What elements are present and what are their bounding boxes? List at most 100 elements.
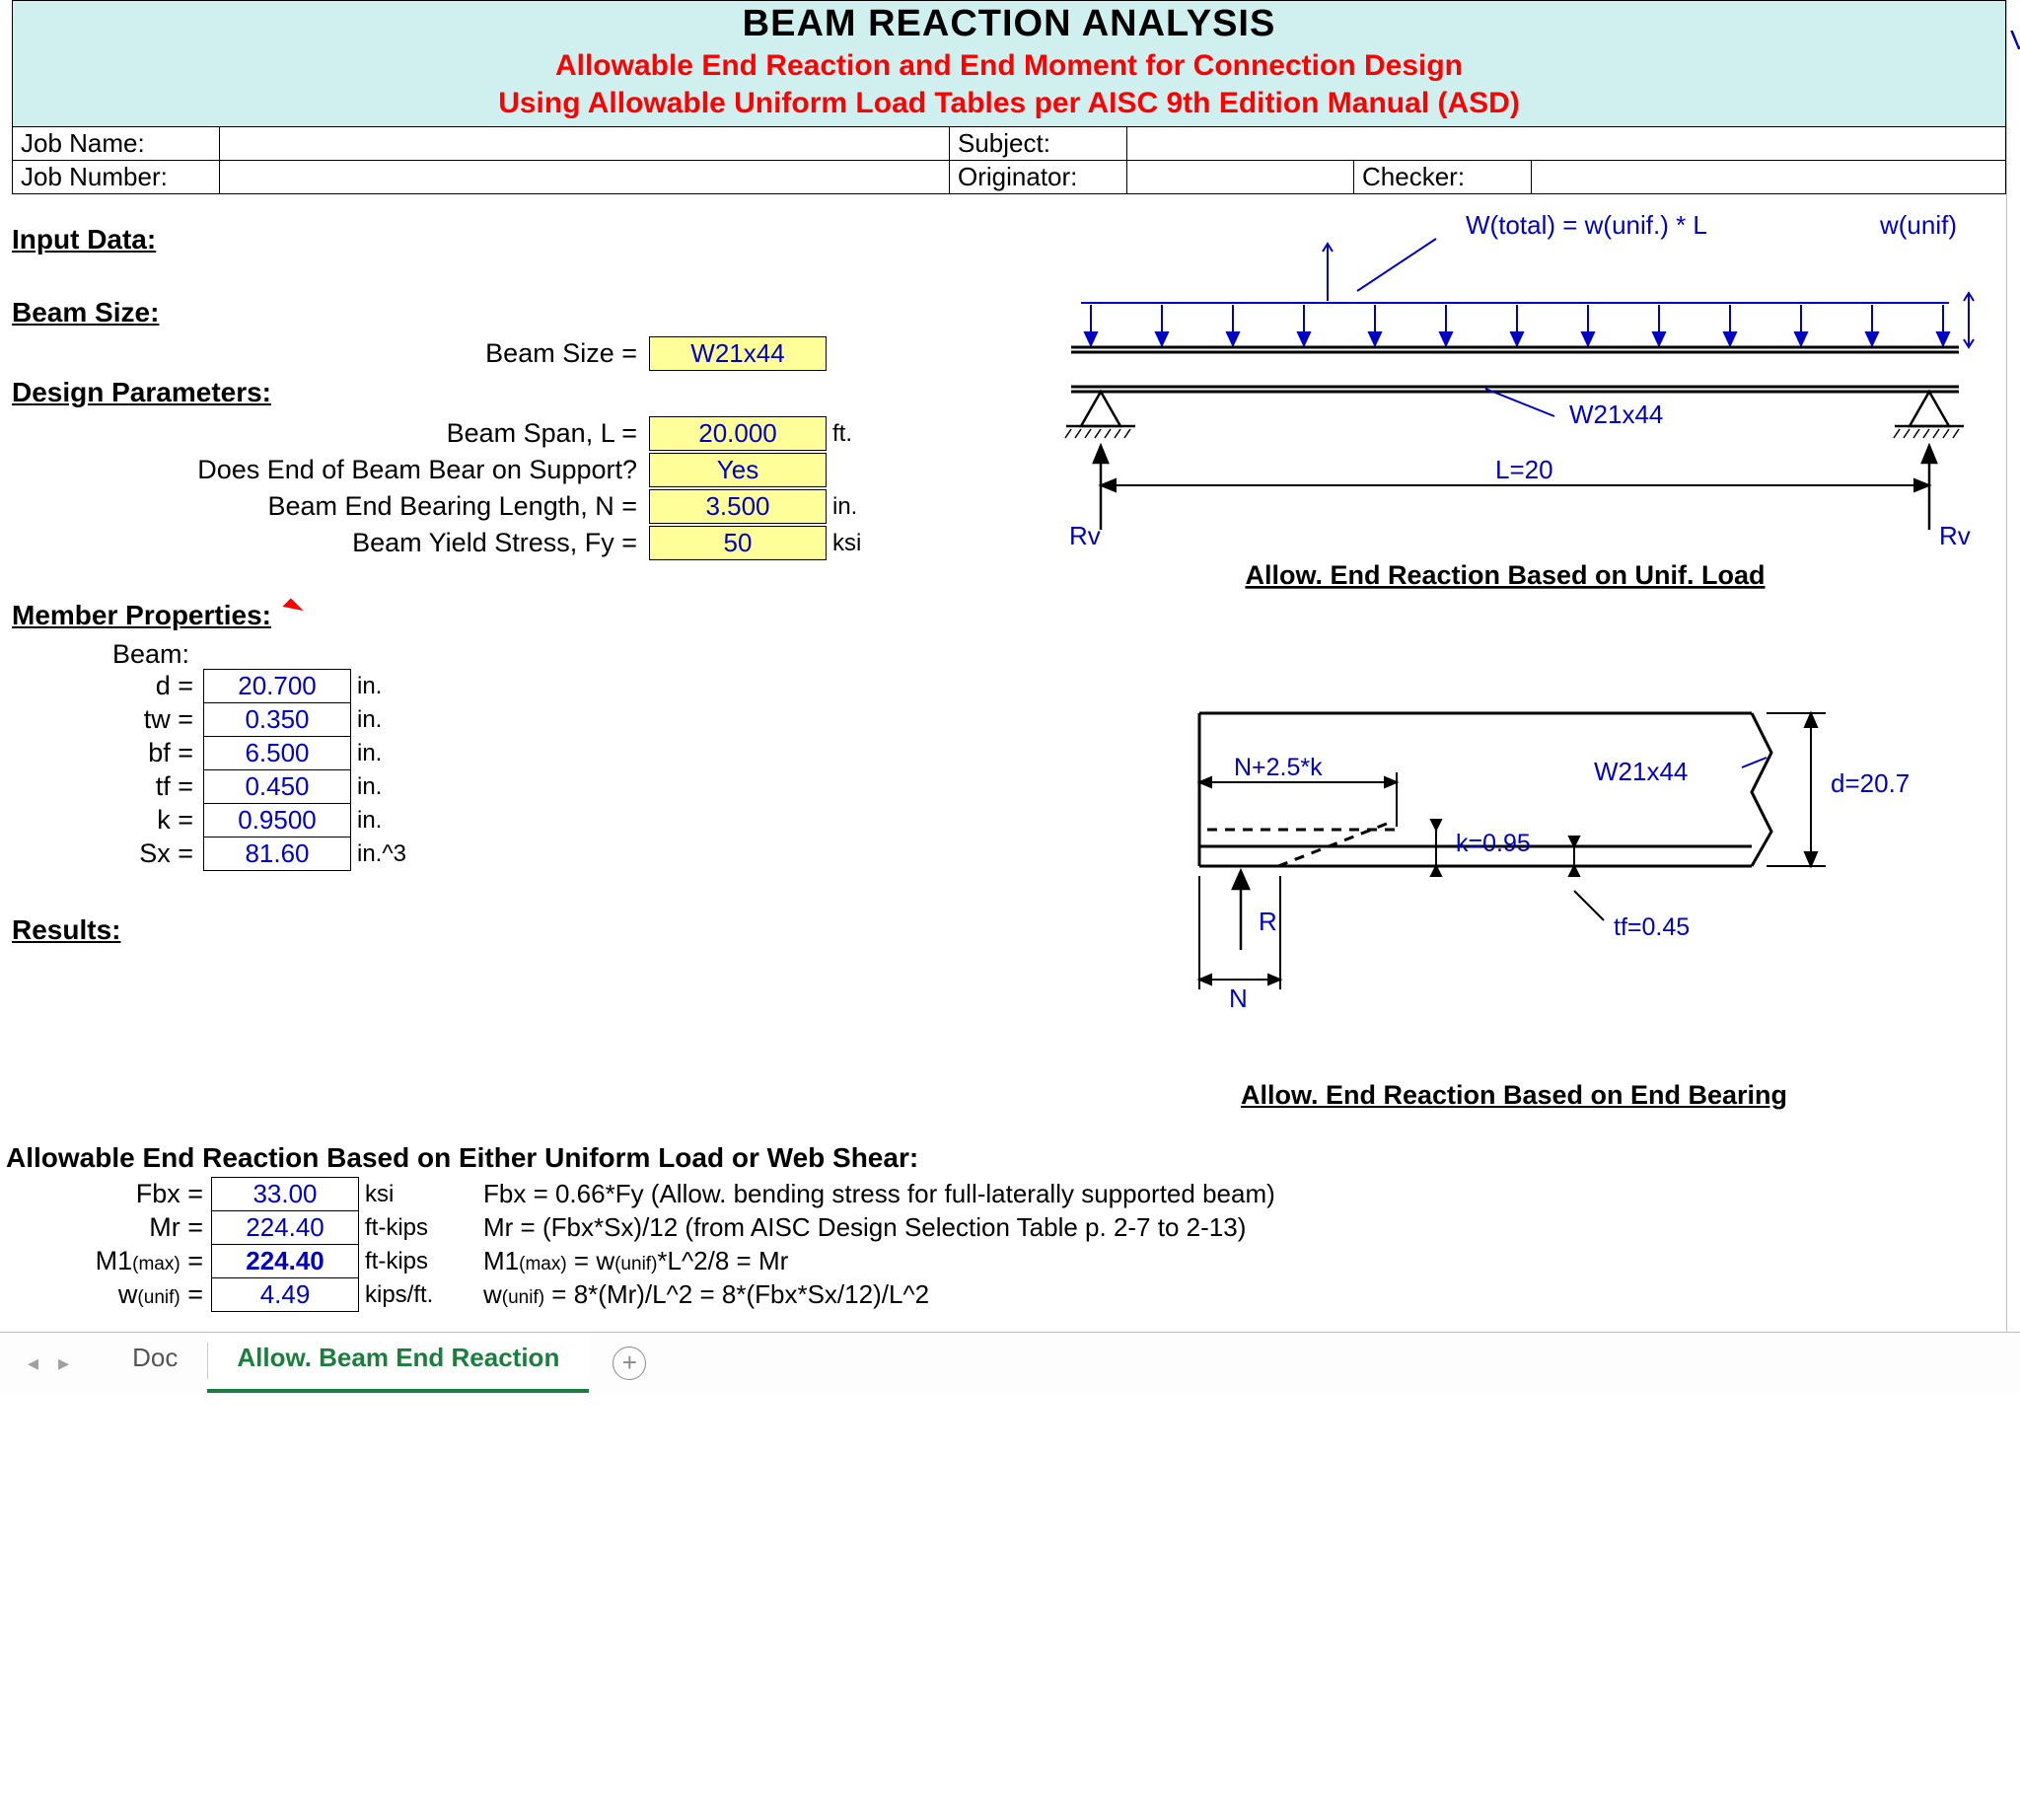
value-result-3: 4.49 [211,1277,359,1312]
label-w-unif: w(unif) [1879,210,1957,240]
unit-result-0: ksi [365,1181,483,1208]
note-marker-icon [282,598,303,619]
label-member-2: bf = [6,738,193,768]
label-N: Beam End Bearing Length, N = [6,491,637,522]
label-L: L=20 [1495,455,1553,484]
label-rv-left: Rv [1069,521,1101,550]
page-title: BEAM REACTION ANALYSIS [13,3,2005,45]
spreadsheet-page: BEAM REACTION ANALYSIS Allowable End Rea… [0,0,2020,1393]
table-row: Job Number: Originator: Checker: [13,161,2006,194]
results-section: Allowable End Reaction Based on Either U… [0,1142,2020,1312]
label-n25k: N+2.5*k [1234,754,1323,781]
add-sheet-button[interactable]: + [613,1347,646,1380]
label-member-0: d = [6,671,193,701]
value-result-0: 33.00 [211,1177,359,1211]
heading-beam-size: Beam Size: [12,297,1002,328]
diagram-uniform-load: W(total) = w(unif.) * L w(unif) [1022,194,1988,599]
value-member-3: 0.450 [203,769,351,804]
value-member-0: 20.700 [203,669,351,703]
unit-member-0: in. [357,673,382,700]
unit-member-2: in. [357,740,382,767]
field-originator[interactable] [1127,161,1354,194]
sheet-tab-allow.-beam-end-reaction[interactable]: Allow. Beam End Reaction [207,1333,589,1393]
table-row: Job Name: Subject: [13,127,2006,161]
explanation-result-3: w(unif) = 8*(Mr)/L^2 = 8*(Fbx*Sx/12)/L^2 [483,1279,929,1310]
label-originator: Originator: [950,161,1127,194]
label-beam-size-diagram1: W21x44 [1569,400,1663,429]
tab-nav-prev[interactable]: ◂ [18,1350,48,1376]
label-member-1: tw = [6,704,193,735]
label-subject: Subject: [950,127,1127,161]
unit-N: in. [832,493,857,521]
right-column: W(total) = w(unif.) * L w(unif) [1002,194,2006,1111]
label-d: d=20.7 [1831,768,1910,798]
label-result-0: Fbx = [6,1179,203,1209]
unit-span: ft. [832,420,852,448]
unit-result-2: ft-kips [365,1248,483,1275]
label-job-name: Job Name: [13,127,220,161]
field-job-number[interactable] [220,161,950,194]
label-result-1: Mr = [6,1212,203,1243]
heading-results: Results: [12,914,1002,946]
subtitle-1: Allowable End Reaction and End Moment fo… [13,49,2005,83]
label-k: k=0.95 [1456,830,1531,857]
value-result-1: 224.40 [211,1210,359,1245]
value-member-2: 6.500 [203,736,351,770]
title-band: BEAM REACTION ANALYSIS Allowable End Rea… [12,0,2006,126]
caption-diagram-1: Allow. End Reaction Based on Unif. Load [1245,560,1765,590]
heading-input-data: Input Data: [12,224,1002,255]
label-beam-header: Beam: [112,639,1002,670]
unit-member-5: in.^3 [357,840,406,868]
diagram-end-bearing: N+2.5*k W21x44 d=20.7 [1022,654,1988,1068]
label-N: N [1229,983,1248,1013]
sheet-tab-doc[interactable]: Doc [103,1333,207,1393]
input-beam-size[interactable]: W21x44 [649,336,827,371]
field-job-name[interactable] [220,127,950,161]
subtitle-2: Using Allowable Uniform Load Tables per … [13,87,2005,120]
unit-member-4: in. [357,807,382,835]
unit-result-1: ft-kips [365,1214,483,1242]
tab-nav-next[interactable]: ▸ [48,1350,79,1376]
label-tf: tf=0.45 [1614,913,1690,941]
label-member-5: Sx = [6,838,193,869]
heading-allowable-end-reaction: Allowable End Reaction Based on Either U… [6,1142,2006,1174]
label-beam-size-diagram2: W21x44 [1594,757,1688,786]
label-Fy: Beam Yield Stress, Fy = [6,528,637,558]
label-R: R [1259,907,1277,936]
explanation-result-2: M1(max) = w(unif)*L^2/8 = Mr [483,1246,788,1276]
field-subject[interactable] [1127,127,2006,161]
input-N[interactable]: 3.500 [649,489,827,524]
label-span: Beam Span, L = [6,418,637,449]
label-checker: Checker: [1354,161,1532,194]
label-beam-size: Beam Size = [6,338,637,369]
value-member-5: 81.60 [203,837,351,871]
right-gutter: V [2006,0,2020,1332]
field-checker[interactable] [1532,161,2006,194]
label-rv-right: Rv [1939,521,1971,550]
unit-member-1: in. [357,706,382,734]
plus-icon: + [622,1347,637,1378]
label-result-2: M1(max) = [6,1246,203,1276]
unit-member-3: in. [357,773,382,801]
unit-result-3: kips/ft. [365,1281,483,1309]
label-job-number: Job Number: [13,161,220,194]
explanation-result-0: Fbx = 0.66*Fy (Allow. bending stress for… [483,1179,1275,1209]
unit-Fy: ksi [832,530,861,557]
input-bears[interactable]: Yes [649,453,827,487]
heading-member-props: Member Properties: [12,600,1002,631]
heading-design-params: Design Parameters: [12,377,1002,408]
value-member-1: 0.350 [203,702,351,737]
label-w-total: W(total) = w(unif.) * L [1466,210,1707,240]
job-info-table: Job Name: Subject: Job Number: Originato… [12,126,2006,194]
value-result-2: 224.40 [211,1244,359,1278]
label-member-4: k = [6,805,193,836]
label-bears: Does End of Beam Bear on Support? [6,455,637,485]
label-member-3: tf = [6,771,193,802]
input-Fy[interactable]: 50 [649,526,827,560]
explanation-result-1: Mr = (Fbx*Sx)/12 (from AISC Design Selec… [483,1212,1246,1243]
caption-diagram-2: Allow. End Reaction Based on End Bearing [1022,1080,2006,1111]
left-column: Input Data: Beam Size: Beam Size = W21x4… [6,194,1002,1111]
input-span[interactable]: 20.000 [649,416,827,451]
sheet-tab-bar: ◂ ▸ DocAllow. Beam End Reaction + [0,1332,2020,1393]
label-result-3: w(unif) = [6,1279,203,1310]
